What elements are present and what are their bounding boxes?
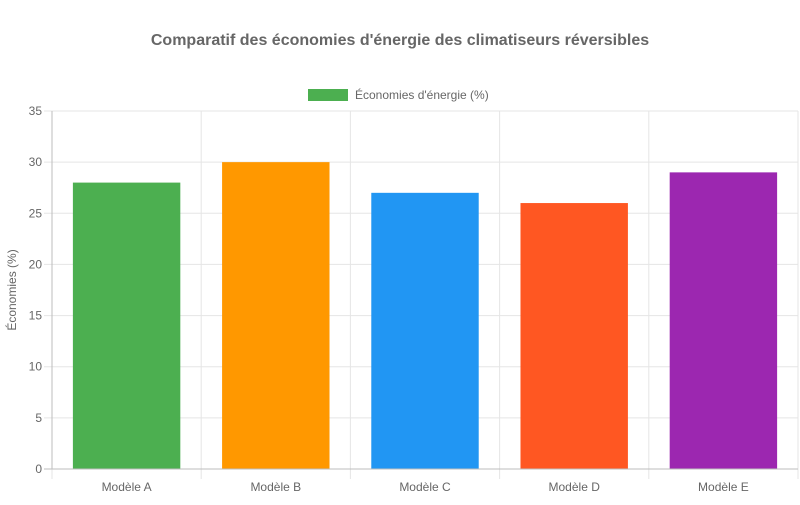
y-tick-label: 10 xyxy=(29,360,43,374)
bar xyxy=(520,203,628,470)
y-tick-label: 20 xyxy=(29,257,43,271)
axes xyxy=(44,111,798,470)
x-tick-label: Modèle D xyxy=(549,480,601,494)
legend-label: Économies d'énergie (%) xyxy=(355,87,489,102)
y-tick-label: 0 xyxy=(35,462,42,476)
chart-title: Comparatif des économies d'énergie des c… xyxy=(151,32,649,49)
y-tick-label: 35 xyxy=(29,104,43,118)
bar xyxy=(371,192,479,470)
y-tick-label: 25 xyxy=(29,206,43,220)
x-tick-label: Modèle C xyxy=(399,480,451,494)
legend-swatch xyxy=(308,89,348,101)
y-tick-label: 30 xyxy=(29,155,43,169)
y-tick-label: 5 xyxy=(35,411,42,425)
y-axis-label: Économies (%) xyxy=(4,249,19,330)
bars xyxy=(72,162,778,470)
x-tick-label: Modèle A xyxy=(102,480,152,494)
legend[interactable]: Économies d'énergie (%) xyxy=(308,87,489,102)
bar xyxy=(72,182,181,469)
bar xyxy=(669,172,778,469)
tick-labels: 0 5 10 15 20 25 30 35 Modèle A Modèle B Modèle C Mo… xyxy=(29,104,749,494)
bar xyxy=(222,162,330,469)
x-tick-label: Modèle E xyxy=(698,480,749,494)
y-tick-label: 15 xyxy=(29,309,43,323)
x-tick-label: Modèle B xyxy=(250,480,301,494)
